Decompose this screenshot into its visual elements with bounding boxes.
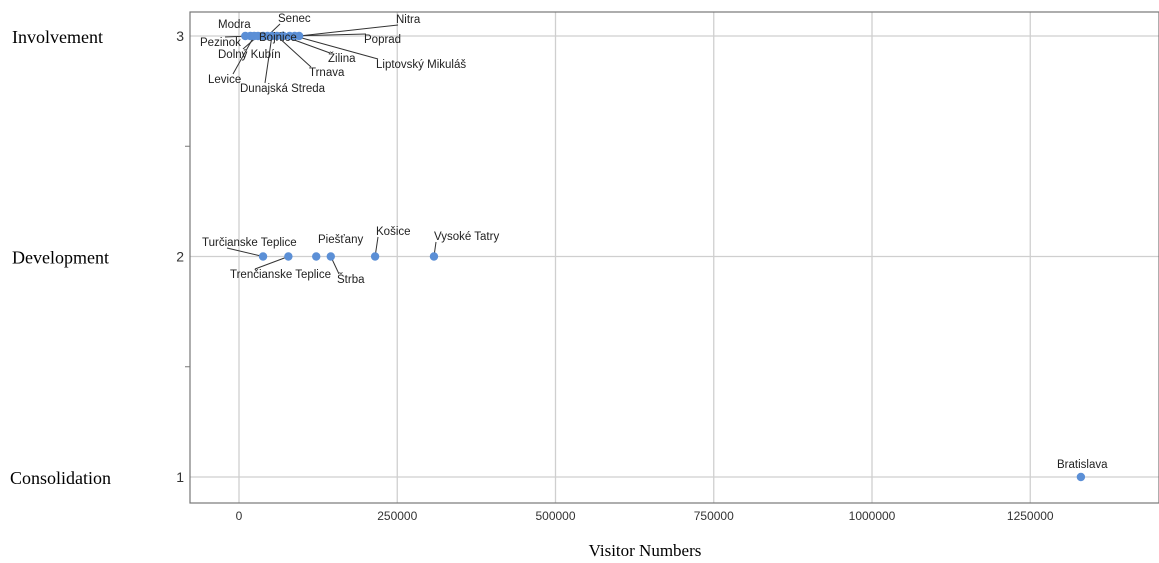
point-label: Nitra (396, 14, 421, 26)
plot-frame (189, 11, 1159, 504)
point-label: Modra (218, 19, 251, 31)
label-leader (264, 35, 273, 84)
data-point (326, 252, 335, 261)
y-tick-label: 2 (176, 249, 184, 265)
x-tick-label: 0 (236, 509, 243, 523)
data-point (429, 252, 439, 261)
point-label: Košice (376, 226, 411, 238)
point-label: Žilina (328, 52, 356, 65)
point-label: Senec (278, 13, 311, 25)
data-point (279, 31, 288, 41)
label-leader (299, 24, 399, 37)
data-point (258, 252, 268, 261)
data-points (241, 31, 1086, 482)
x-tick-label: 750000 (694, 509, 734, 523)
point-label: Piešťany (318, 234, 363, 246)
point-label: Levice (208, 74, 241, 86)
point-label: Bojnice (259, 32, 297, 44)
x-tick-labels: 0 250000 500000 750000 1000000 1250000 (236, 509, 1054, 523)
point-label: Štrba (337, 273, 365, 286)
label-leader (276, 35, 312, 68)
data-point (370, 252, 380, 261)
point-label: Trenčianske Teplice (230, 269, 331, 281)
data-point (294, 31, 304, 41)
point-label: Vysoké Tatry (434, 231, 499, 243)
data-point (1076, 472, 1086, 482)
x-axis-title: Visitor Numbers (589, 541, 702, 560)
y-tick-labels: 1 2 3 (176, 28, 184, 485)
point-label: Bratislava (1057, 459, 1108, 471)
label-leader (254, 256, 289, 270)
label-leader (226, 247, 264, 257)
x-tick-label: 1000000 (849, 509, 896, 523)
point-label: Dolný Kubín (218, 49, 281, 61)
label-leader (294, 35, 379, 60)
point-label: Turčianske Teplice (202, 237, 297, 249)
point-label: Poprad (364, 34, 401, 46)
y-category-label: Development (12, 248, 109, 268)
x-tick-label: 500000 (535, 509, 575, 523)
x-tick-label: 1250000 (1007, 509, 1054, 523)
y-category-label: Involvement (12, 27, 103, 47)
data-point (284, 252, 293, 261)
y-tick-label: 1 (176, 469, 184, 485)
x-tick-label: 250000 (377, 509, 417, 523)
point-label: Liptovský Mikuláš (376, 59, 466, 71)
point-label: Dunajská Streda (240, 83, 326, 95)
y-category-label: Consolidation (10, 468, 111, 488)
point-label: Trnava (309, 67, 345, 79)
y-tick-label: 3 (176, 28, 184, 44)
data-point (312, 252, 321, 261)
data-point (272, 31, 282, 41)
y-category-labels: Consolidation Development Involvement (10, 27, 111, 488)
grid-lines (185, 12, 1159, 503)
point-labels: Modra Pezinok Levice Dolný Kubín Bojnice Sene… (200, 13, 1108, 471)
point-label: Pezinok (200, 37, 241, 49)
